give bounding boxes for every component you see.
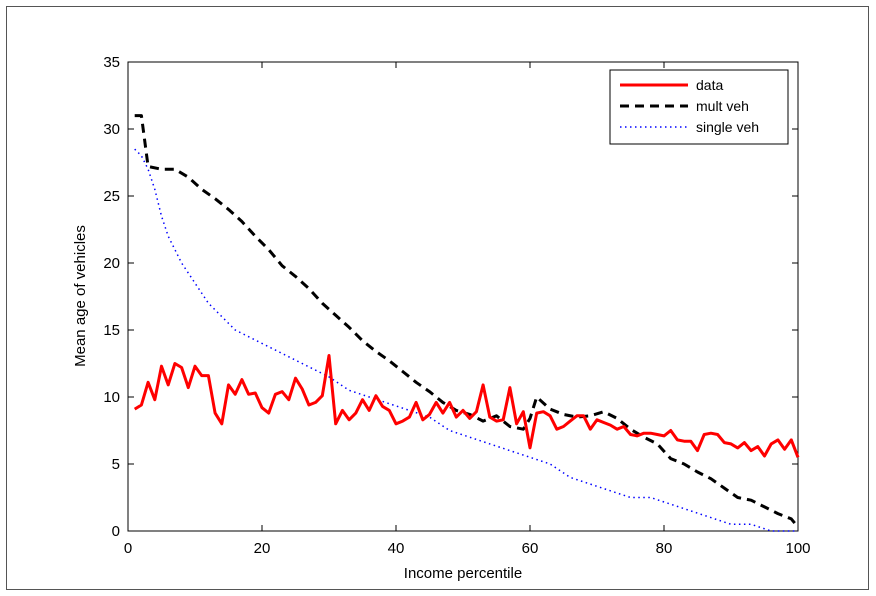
x-tick-label: 0 — [124, 540, 132, 557]
y-axis-label: Mean age of vehicles — [72, 225, 89, 367]
series-line-mult-veh — [134, 114, 800, 528]
y-tick-label: 20 — [103, 255, 120, 272]
x-axis-label: Income percentile — [404, 565, 522, 582]
y-tick-label: 25 — [103, 188, 120, 205]
y-tick-label: 10 — [103, 389, 120, 406]
axis-ticks: 0 20 40 60 80 100 0 5 10 15 20 25 30 35 — [103, 54, 810, 557]
y-tick-label: 15 — [103, 322, 120, 339]
y-tick-label: 35 — [103, 54, 120, 71]
legend-label: data — [696, 77, 723, 93]
x-tick-label: 100 — [785, 540, 810, 557]
y-tick-label: 5 — [112, 456, 120, 473]
x-tick-label: 60 — [522, 540, 539, 557]
y-tick-label: 30 — [103, 121, 120, 138]
legend-label: single veh — [696, 119, 759, 135]
x-tick-label: 80 — [656, 540, 673, 557]
x-tick-label: 20 — [254, 540, 271, 557]
legend: data mult veh single veh — [609, 69, 789, 145]
series-line-data — [133, 354, 800, 458]
x-tick-label: 40 — [388, 540, 405, 557]
series-lines — [133, 114, 800, 532]
y-tick-label: 0 — [112, 523, 120, 540]
legend-label: mult veh — [696, 98, 749, 114]
